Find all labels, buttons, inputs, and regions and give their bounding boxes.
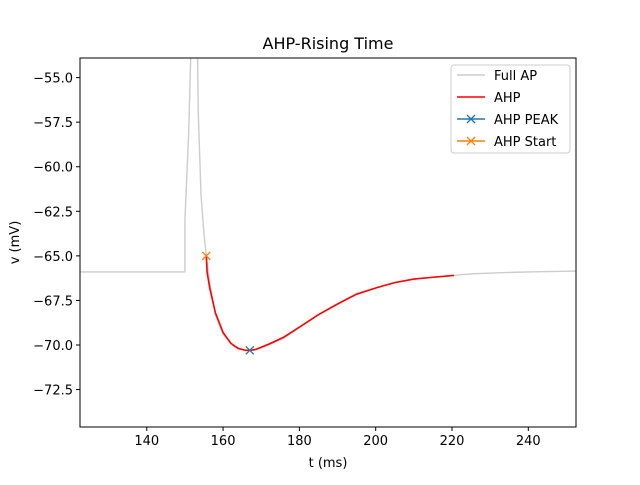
x-axis: 140 160 180 200 220 240 (134, 427, 541, 449)
y-tick-label: −67.5 (33, 294, 73, 309)
y-axis-label: v (mV) (8, 221, 23, 265)
axes-frame (79, 57, 577, 428)
legend-label-ahp: AHP (494, 91, 521, 106)
y-tick-label: −65.0 (33, 250, 73, 265)
legend-marker-ahp-peak (466, 114, 476, 124)
chart-title: AHP-Rising Time (263, 34, 394, 53)
x-tick-label: 240 (516, 434, 541, 449)
plot-area (80, 58, 576, 355)
legend-label-ahp-start: AHP Start (494, 135, 556, 150)
x-axis-label: t (ms) (309, 456, 348, 471)
legend-box (450, 64, 571, 154)
y-tick-label: −60.0 (33, 161, 73, 176)
data-point-ahp-start (201, 251, 211, 261)
legend: Full AP AHP AHP PEAK AHP Start (450, 64, 571, 154)
y-tick-label: −55.0 (33, 72, 73, 87)
legend-label-full-ap: Full AP (494, 69, 537, 84)
x-tick-label: 180 (287, 434, 312, 449)
x-tick-label: 220 (440, 434, 465, 449)
x-tick-label: 140 (134, 434, 159, 449)
y-tick-label: −62.5 (33, 205, 73, 220)
series-line-ahp (205, 255, 454, 352)
y-tick-label: −72.5 (33, 384, 73, 399)
data-point-ahp-peak (245, 345, 255, 355)
y-tick-label: −70.0 (33, 339, 73, 354)
x-tick-label: 200 (363, 434, 388, 449)
legend-label-ahp-peak: AHP PEAK (494, 113, 559, 128)
x-tick-label: 160 (211, 434, 236, 449)
y-axis: −55.0 −57.5 −60.0 −62.5 −65.0 −67.5 −70.0 −72.5 (33, 72, 80, 399)
y-tick-label: −57.5 (33, 116, 73, 131)
legend-marker-ahp-start (466, 136, 476, 146)
